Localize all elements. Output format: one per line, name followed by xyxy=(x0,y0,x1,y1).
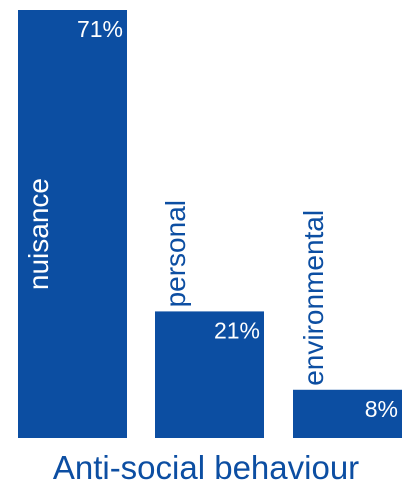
value-label-environmental: 8% xyxy=(365,396,398,422)
category-label-environmental: environmental xyxy=(298,210,329,386)
bar-environmental xyxy=(293,389,402,438)
bars-layer: 71% nuisance 21% personal 8% environmental xyxy=(18,10,402,438)
category-label-nuisance: nuisance xyxy=(23,178,54,290)
bar-nuisance xyxy=(18,10,127,438)
value-label-nuisance: 71% xyxy=(77,16,123,42)
value-label-personal: 21% xyxy=(214,317,260,343)
chart-title: Anti-social behaviour xyxy=(53,449,359,486)
bar-personal xyxy=(155,311,264,438)
category-label-personal: personal xyxy=(160,200,191,307)
